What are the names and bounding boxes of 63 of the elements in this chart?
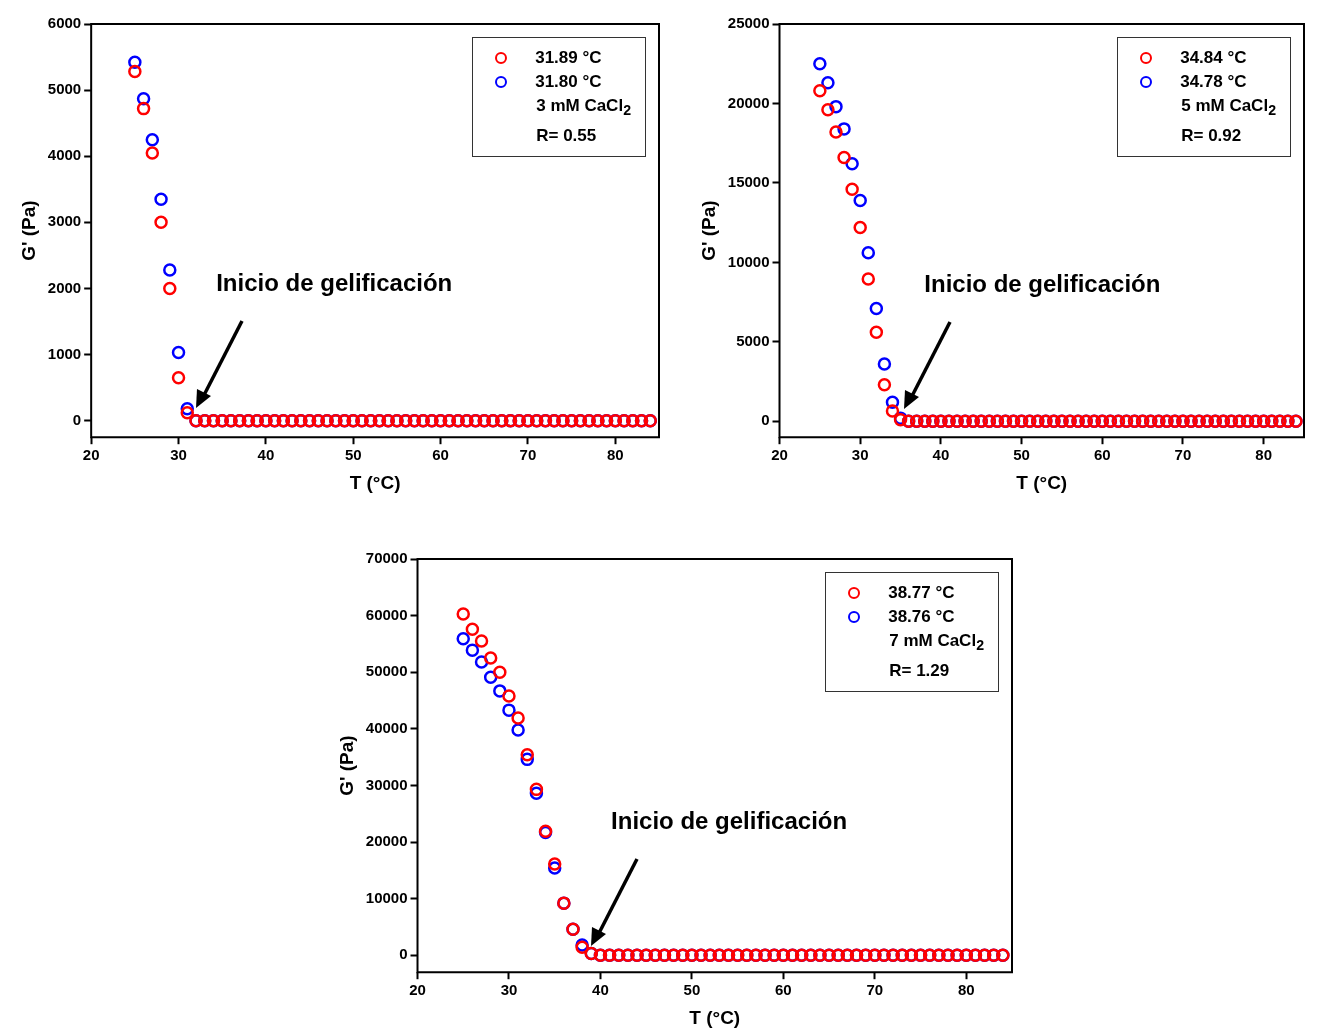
y-axis-title: G' (Pa)	[17, 200, 39, 261]
x-axis-title: T (°C)	[1016, 471, 1068, 493]
x-tick-label: 30	[500, 981, 518, 999]
x-axis-title: T (°C)	[689, 1006, 741, 1028]
x-tick-label: 60	[432, 446, 449, 464]
x-tick-label: 20	[409, 981, 426, 999]
x-tick-label: 40	[592, 981, 609, 999]
y-tick-label: 1000	[47, 344, 82, 362]
x-tick-label: 50	[683, 981, 701, 999]
x-tick-label: 60	[775, 981, 792, 999]
x-tick-label: 80	[957, 981, 975, 999]
y-tick-label: 5000	[47, 80, 82, 98]
y-tick-label: 70000	[365, 549, 408, 567]
annotation: 5 mM CaCl$_{2}$	[1180, 95, 1276, 121]
annotation: Inicio de gelificación	[611, 806, 848, 835]
x-tick-label: 80	[1255, 446, 1272, 464]
y-tick-label: 60000	[365, 605, 408, 623]
annotation: R= 0.55	[535, 125, 598, 148]
annotation: 7 mM CaCl$_{2}$	[888, 630, 984, 656]
x-tick-label: 50	[344, 446, 362, 464]
x-tick-label: 70	[519, 446, 537, 464]
x-tick-label: 30	[170, 446, 187, 464]
x-tick-label: 70	[1174, 446, 1192, 464]
legend-label: 38.76 °C	[888, 606, 955, 628]
x-tick-label: 30	[851, 446, 869, 464]
y-tick-label: 5000	[736, 331, 770, 349]
x-tick-label: 40	[257, 446, 275, 464]
y-tick-label: 20000	[365, 832, 408, 850]
y-tick-label: 40000	[365, 718, 408, 736]
y-tick-label: 0	[761, 411, 770, 429]
x-tick-label: 40	[932, 446, 950, 464]
x-tick-label: 60	[1093, 446, 1111, 464]
y-tick-label: 25000	[727, 14, 770, 32]
x-tick-label: 20	[82, 446, 100, 464]
y-tick-label: 2000	[47, 278, 82, 296]
legend-label: 38.77 °C	[888, 582, 955, 604]
x-tick-label: 50	[1013, 446, 1030, 464]
legend-label: 31.89 °C	[535, 47, 602, 69]
y-axis-title: G' (Pa)	[335, 735, 357, 796]
y-tick-label: 10000	[727, 252, 770, 270]
legend-label: 34.78 °C	[1180, 71, 1247, 93]
y-tick-label: 20000	[727, 93, 770, 111]
annotation: 3 mM CaCl$_{2}$	[535, 95, 631, 121]
y-axis-title: G' (Pa)	[697, 200, 719, 261]
annotation: Inicio de gelificación	[216, 269, 453, 298]
legend-label: 34.84 °C	[1180, 47, 1247, 69]
y-tick-label: 4000	[47, 146, 82, 164]
y-tick-label: 15000	[727, 173, 770, 191]
y-tick-label: 50000	[365, 662, 408, 680]
x-tick-label: 20	[771, 446, 788, 464]
y-tick-label: 30000	[365, 775, 408, 793]
legend-label: 31.80 °C	[535, 71, 602, 93]
y-tick-label: 0	[72, 410, 82, 428]
y-tick-label: 0	[399, 945, 408, 963]
y-tick-label: 6000	[47, 14, 82, 32]
y-tick-label: 10000	[365, 888, 408, 906]
y-tick-label: 3000	[47, 212, 82, 230]
x-tick-label: 70	[866, 981, 884, 999]
annotation: R= 1.29	[888, 660, 951, 683]
annotation: R= 0.92	[1180, 125, 1243, 148]
annotation: Inicio de gelificación	[924, 270, 1161, 299]
x-axis-title: T (°C)	[349, 471, 401, 493]
x-tick-label: 80	[606, 446, 624, 464]
